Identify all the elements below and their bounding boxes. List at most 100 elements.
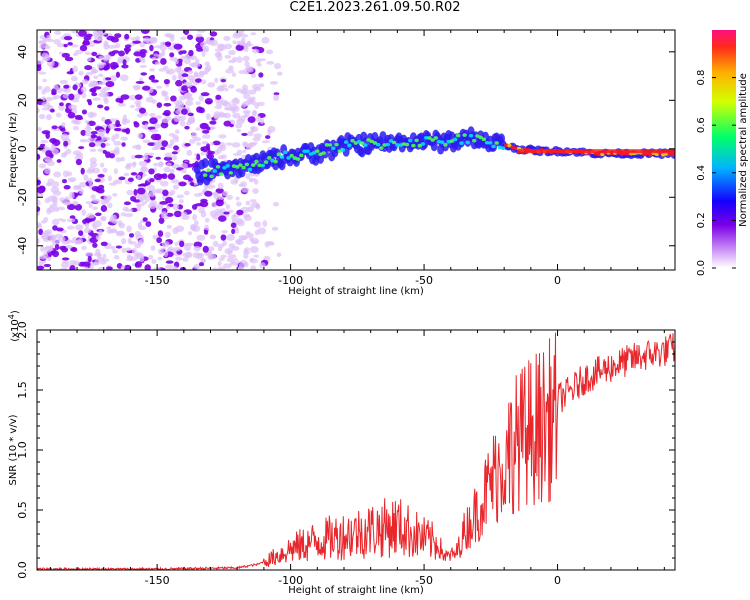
ridge-peak xyxy=(260,163,266,168)
noise-speckle xyxy=(174,241,179,247)
noise-speckle xyxy=(204,190,213,197)
noise-speckle xyxy=(131,161,137,168)
noise-speckle xyxy=(110,118,115,123)
noise-speckle xyxy=(103,40,109,47)
noise-speckle xyxy=(163,102,172,107)
noise-speckle xyxy=(149,178,155,183)
noise-speckle xyxy=(236,118,245,125)
noise-speckle xyxy=(151,79,159,83)
noise-speckle xyxy=(41,107,51,111)
noise-speckle xyxy=(212,240,219,248)
ridge-peak xyxy=(648,152,653,157)
noise-speckle xyxy=(186,34,194,40)
noise-speckle xyxy=(178,199,184,204)
noise-speckle xyxy=(56,87,63,94)
noise-speckle xyxy=(38,113,46,120)
noise-speckle xyxy=(265,49,274,55)
noise-speckle xyxy=(229,123,234,128)
noise-speckle xyxy=(261,36,270,44)
noise-speckle xyxy=(196,153,201,161)
noise-speckle xyxy=(231,98,241,105)
ridge-peak xyxy=(202,173,208,177)
ridge-peak xyxy=(363,143,368,147)
noise-speckle xyxy=(217,155,224,160)
noise-speckle xyxy=(124,164,132,170)
ridge-peak xyxy=(494,141,499,145)
ridge-peak xyxy=(286,156,291,160)
noise-speckle xyxy=(38,71,47,75)
noise-speckle xyxy=(187,177,194,182)
noise-speckle xyxy=(220,234,227,241)
spectrogram-layer xyxy=(37,30,675,270)
noise-speckle xyxy=(130,172,138,176)
noise-speckle xyxy=(253,221,262,228)
noise-speckle xyxy=(165,196,174,204)
noise-speckle xyxy=(163,156,173,161)
noise-speckle xyxy=(197,30,206,33)
noise-speckle xyxy=(151,258,157,264)
noise-speckle xyxy=(216,86,225,92)
noise-speckle xyxy=(167,173,176,180)
ridge-peak xyxy=(263,160,269,164)
noise-speckle xyxy=(169,52,175,58)
noise-speckle xyxy=(83,35,92,41)
ridge-peak xyxy=(209,174,214,179)
noise-speckle xyxy=(234,228,240,234)
noise-speckle xyxy=(218,215,227,222)
noise-speckle xyxy=(256,115,261,123)
noise-speckle xyxy=(115,245,122,249)
noise-speckle xyxy=(55,112,62,118)
noise-speckle xyxy=(225,68,235,74)
noise-speckle xyxy=(232,40,237,45)
noise-speckle xyxy=(212,267,218,270)
noise-speckle xyxy=(153,123,161,129)
noise-speckle xyxy=(241,235,248,241)
noise-speckle xyxy=(54,243,60,251)
noise-speckle xyxy=(70,75,78,82)
noise-speckle xyxy=(256,62,262,67)
noise-speckle xyxy=(170,179,180,184)
noise-speckle xyxy=(199,122,209,130)
noise-speckle xyxy=(215,94,222,100)
noise-speckle xyxy=(215,199,224,207)
noise-speckle xyxy=(200,146,205,152)
noise-speckle xyxy=(205,100,212,105)
noise-speckle xyxy=(180,266,186,270)
noise-speckle xyxy=(237,266,244,270)
noise-speckle xyxy=(180,36,187,41)
noise-speckle xyxy=(273,94,280,101)
ridge-peak xyxy=(321,151,326,155)
noise-speckle xyxy=(221,84,228,88)
noise-speckle xyxy=(150,74,155,79)
noise-speckle xyxy=(72,200,79,206)
ridge-peak xyxy=(295,157,301,161)
noise-speckle xyxy=(267,128,272,136)
noise-speckle xyxy=(244,61,250,67)
noise-speckle xyxy=(142,139,151,144)
noise-speckle xyxy=(115,71,121,78)
noise-speckle xyxy=(249,257,255,262)
noise-speckle xyxy=(137,132,144,139)
noise-speckle xyxy=(165,260,174,264)
noise-speckle xyxy=(78,146,85,150)
noise-speckle xyxy=(247,66,254,73)
noise-speckle xyxy=(89,148,97,153)
noise-speckle xyxy=(86,168,95,174)
ridge-peak xyxy=(212,169,217,173)
noise-speckle xyxy=(37,206,41,212)
noise-speckle xyxy=(242,213,251,218)
noise-speckle xyxy=(84,130,92,137)
noise-speckle xyxy=(195,36,205,43)
noise-speckle xyxy=(164,231,171,239)
ridge-peak xyxy=(228,171,234,175)
ridge-peak xyxy=(311,151,317,155)
noise-speckle xyxy=(69,215,76,220)
noise-speckle xyxy=(173,145,179,151)
noise-speckle xyxy=(99,260,107,265)
noise-speckle xyxy=(180,55,187,61)
ridge-peak xyxy=(414,138,419,143)
noise-speckle xyxy=(276,252,282,258)
noise-speckle xyxy=(81,79,89,85)
noise-speckle xyxy=(102,253,107,259)
noise-speckle xyxy=(257,227,267,235)
